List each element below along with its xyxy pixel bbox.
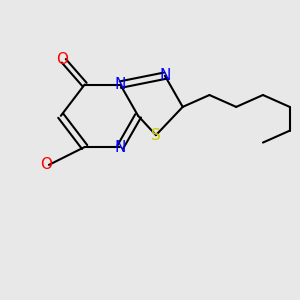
- Text: N: N: [159, 68, 170, 83]
- Text: O: O: [56, 52, 68, 67]
- Text: N: N: [115, 140, 126, 154]
- Text: S: S: [151, 128, 161, 142]
- Text: O: O: [40, 158, 52, 172]
- Text: N: N: [115, 77, 126, 92]
